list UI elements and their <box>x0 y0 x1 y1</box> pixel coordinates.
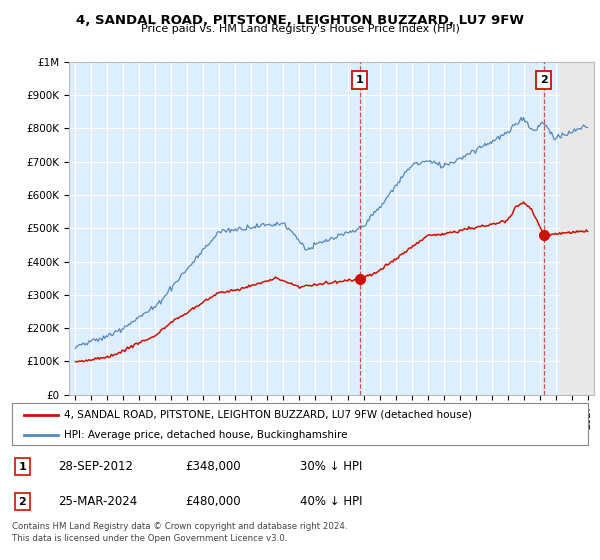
Text: £480,000: £480,000 <box>185 496 241 508</box>
Text: 28-SEP-2012: 28-SEP-2012 <box>58 460 133 473</box>
Text: 25-MAR-2024: 25-MAR-2024 <box>58 496 137 508</box>
Text: 2: 2 <box>540 75 547 85</box>
Text: 2: 2 <box>19 497 26 507</box>
Text: 4, SANDAL ROAD, PITSTONE, LEIGHTON BUZZARD, LU7 9FW: 4, SANDAL ROAD, PITSTONE, LEIGHTON BUZZA… <box>76 13 524 27</box>
Text: 4, SANDAL ROAD, PITSTONE, LEIGHTON BUZZARD, LU7 9FW (detached house): 4, SANDAL ROAD, PITSTONE, LEIGHTON BUZZA… <box>64 410 472 420</box>
Text: 1: 1 <box>356 75 364 85</box>
Text: Contains HM Land Registry data © Crown copyright and database right 2024.
This d: Contains HM Land Registry data © Crown c… <box>12 522 347 543</box>
Bar <box>359 62 544 395</box>
Text: Price paid vs. HM Land Registry's House Price Index (HPI): Price paid vs. HM Land Registry's House … <box>140 24 460 34</box>
Text: 1: 1 <box>19 462 26 472</box>
Text: £348,000: £348,000 <box>185 460 241 473</box>
Bar <box>560 62 596 395</box>
Text: 40% ↓ HPI: 40% ↓ HPI <box>300 496 362 508</box>
Text: HPI: Average price, detached house, Buckinghamshire: HPI: Average price, detached house, Buck… <box>64 430 347 440</box>
Text: 30% ↓ HPI: 30% ↓ HPI <box>300 460 362 473</box>
